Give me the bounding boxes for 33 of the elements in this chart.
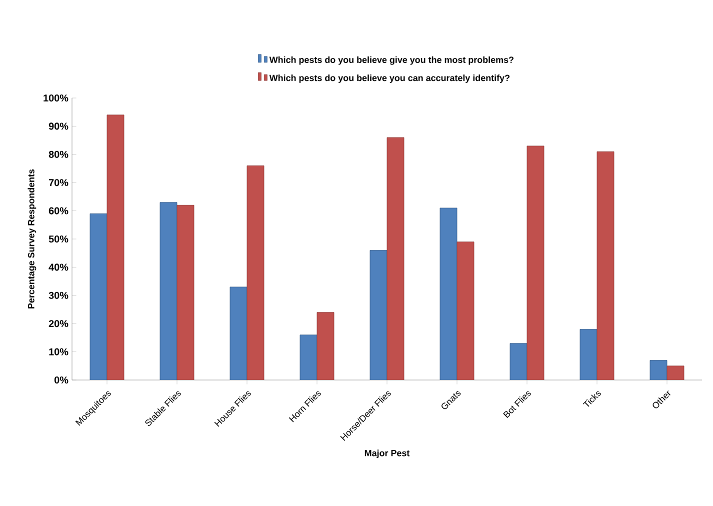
bar xyxy=(316,312,334,380)
bar xyxy=(106,114,124,380)
y-tick-label: 60% xyxy=(48,207,68,214)
y-tick-label: 90% xyxy=(48,122,68,130)
bar xyxy=(440,208,458,380)
bar xyxy=(386,137,404,380)
y-tick-label: 100% xyxy=(44,94,68,102)
x-axis-title: Major Pest xyxy=(364,450,410,458)
y-tick-label: 50% xyxy=(48,235,68,243)
bar xyxy=(246,165,264,380)
y-tick-label: 10% xyxy=(49,348,68,356)
bar xyxy=(580,329,598,380)
bar xyxy=(160,202,178,380)
y-tick-label: 40% xyxy=(48,264,68,271)
bar xyxy=(650,360,668,380)
legend-label: Which pests do you believe you can accurately identify? xyxy=(269,74,510,83)
bar xyxy=(526,146,544,380)
bar xyxy=(456,242,474,380)
y-tick-label: 30% xyxy=(48,292,68,299)
bar xyxy=(666,366,684,380)
bar xyxy=(176,204,194,380)
y-tick-label: 0% xyxy=(54,376,68,384)
y-tick-label: 20% xyxy=(48,320,68,328)
y-axis-title: Percentage Survey Respondents xyxy=(28,169,36,308)
bar xyxy=(230,286,248,380)
bar xyxy=(90,213,108,380)
y-tick-label: 80% xyxy=(48,150,68,158)
bar xyxy=(370,250,388,380)
bar xyxy=(300,334,318,380)
legend-label: Which pests do you believe give you the most problems? xyxy=(269,56,514,65)
bar xyxy=(510,343,528,380)
y-tick-label: 70% xyxy=(48,179,68,186)
bar xyxy=(596,151,614,380)
